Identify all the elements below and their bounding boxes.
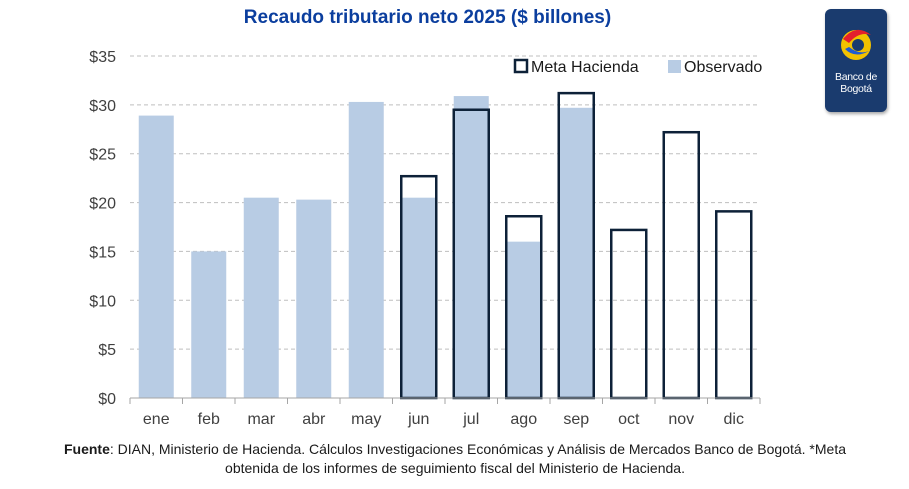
meta-bar — [610, 228, 648, 400]
y-tick-label: $30 — [89, 98, 116, 115]
y-tick-label: $10 — [89, 293, 116, 310]
bank-logo: Banco de Bogotá — [825, 9, 887, 112]
logo-text-line1: Banco de — [835, 71, 877, 83]
x-tick-label: jun — [407, 411, 429, 428]
x-tick-label: abr — [302, 411, 326, 428]
y-tick-label: $35 — [89, 49, 116, 66]
footnote-label: Fuente — [63, 441, 110, 457]
legend-label-observado: Observado — [684, 59, 762, 76]
y-tick-label: $0 — [98, 391, 116, 408]
chart-title: Recaudo tributario neto 2025 ($ billones… — [243, 7, 612, 28]
observado-bar — [453, 96, 489, 398]
observado-bar — [558, 107, 594, 398]
legend-swatch-meta — [513, 58, 529, 74]
legend-label-meta: Meta Hacienda — [531, 59, 639, 76]
meta-bar — [715, 210, 753, 400]
x-tick-label: jul — [462, 411, 479, 428]
footnote-text: : DIAN, Ministerio de Hacienda. Cálculos… — [109, 441, 847, 476]
y-tick-label: $5 — [98, 342, 116, 359]
logo-text: Banco de Bogotá — [825, 71, 887, 95]
logo-text-line2: Bogotá — [840, 83, 872, 95]
x-tick-label: nov — [668, 411, 694, 428]
x-tick-label: dic — [724, 411, 744, 428]
x-tick-label: oct — [618, 411, 640, 428]
x-tick-label: ene — [143, 411, 170, 428]
footnote: Fuente: DIAN, Ministerio de Hacienda. Cá… — [40, 440, 870, 478]
observado-bar — [506, 241, 542, 398]
meta-bar — [662, 130, 700, 400]
y-tick-label: $15 — [89, 244, 116, 261]
banco-de-bogota-logo-icon — [841, 29, 871, 60]
x-tick-label: sep — [563, 411, 589, 428]
observado-bar — [243, 197, 279, 398]
bar-chart: $0 $5 $10 $15 $20 $25 $30 $35 ene feb mar abr may jun… — [89, 49, 762, 428]
observado-bar — [401, 197, 437, 398]
y-tick-label: $25 — [89, 147, 116, 164]
observado-bar — [296, 199, 332, 398]
legend-swatch-observado — [668, 60, 681, 73]
x-tick-label: ago — [510, 411, 537, 428]
observado-bar — [191, 251, 227, 398]
observado-bar — [138, 115, 174, 398]
y-tick-label: $20 — [89, 196, 116, 213]
x-tick-label: feb — [198, 411, 220, 428]
x-tick-label: may — [351, 411, 381, 428]
observado-bar — [348, 101, 384, 398]
x-tick-label: mar — [247, 411, 275, 428]
